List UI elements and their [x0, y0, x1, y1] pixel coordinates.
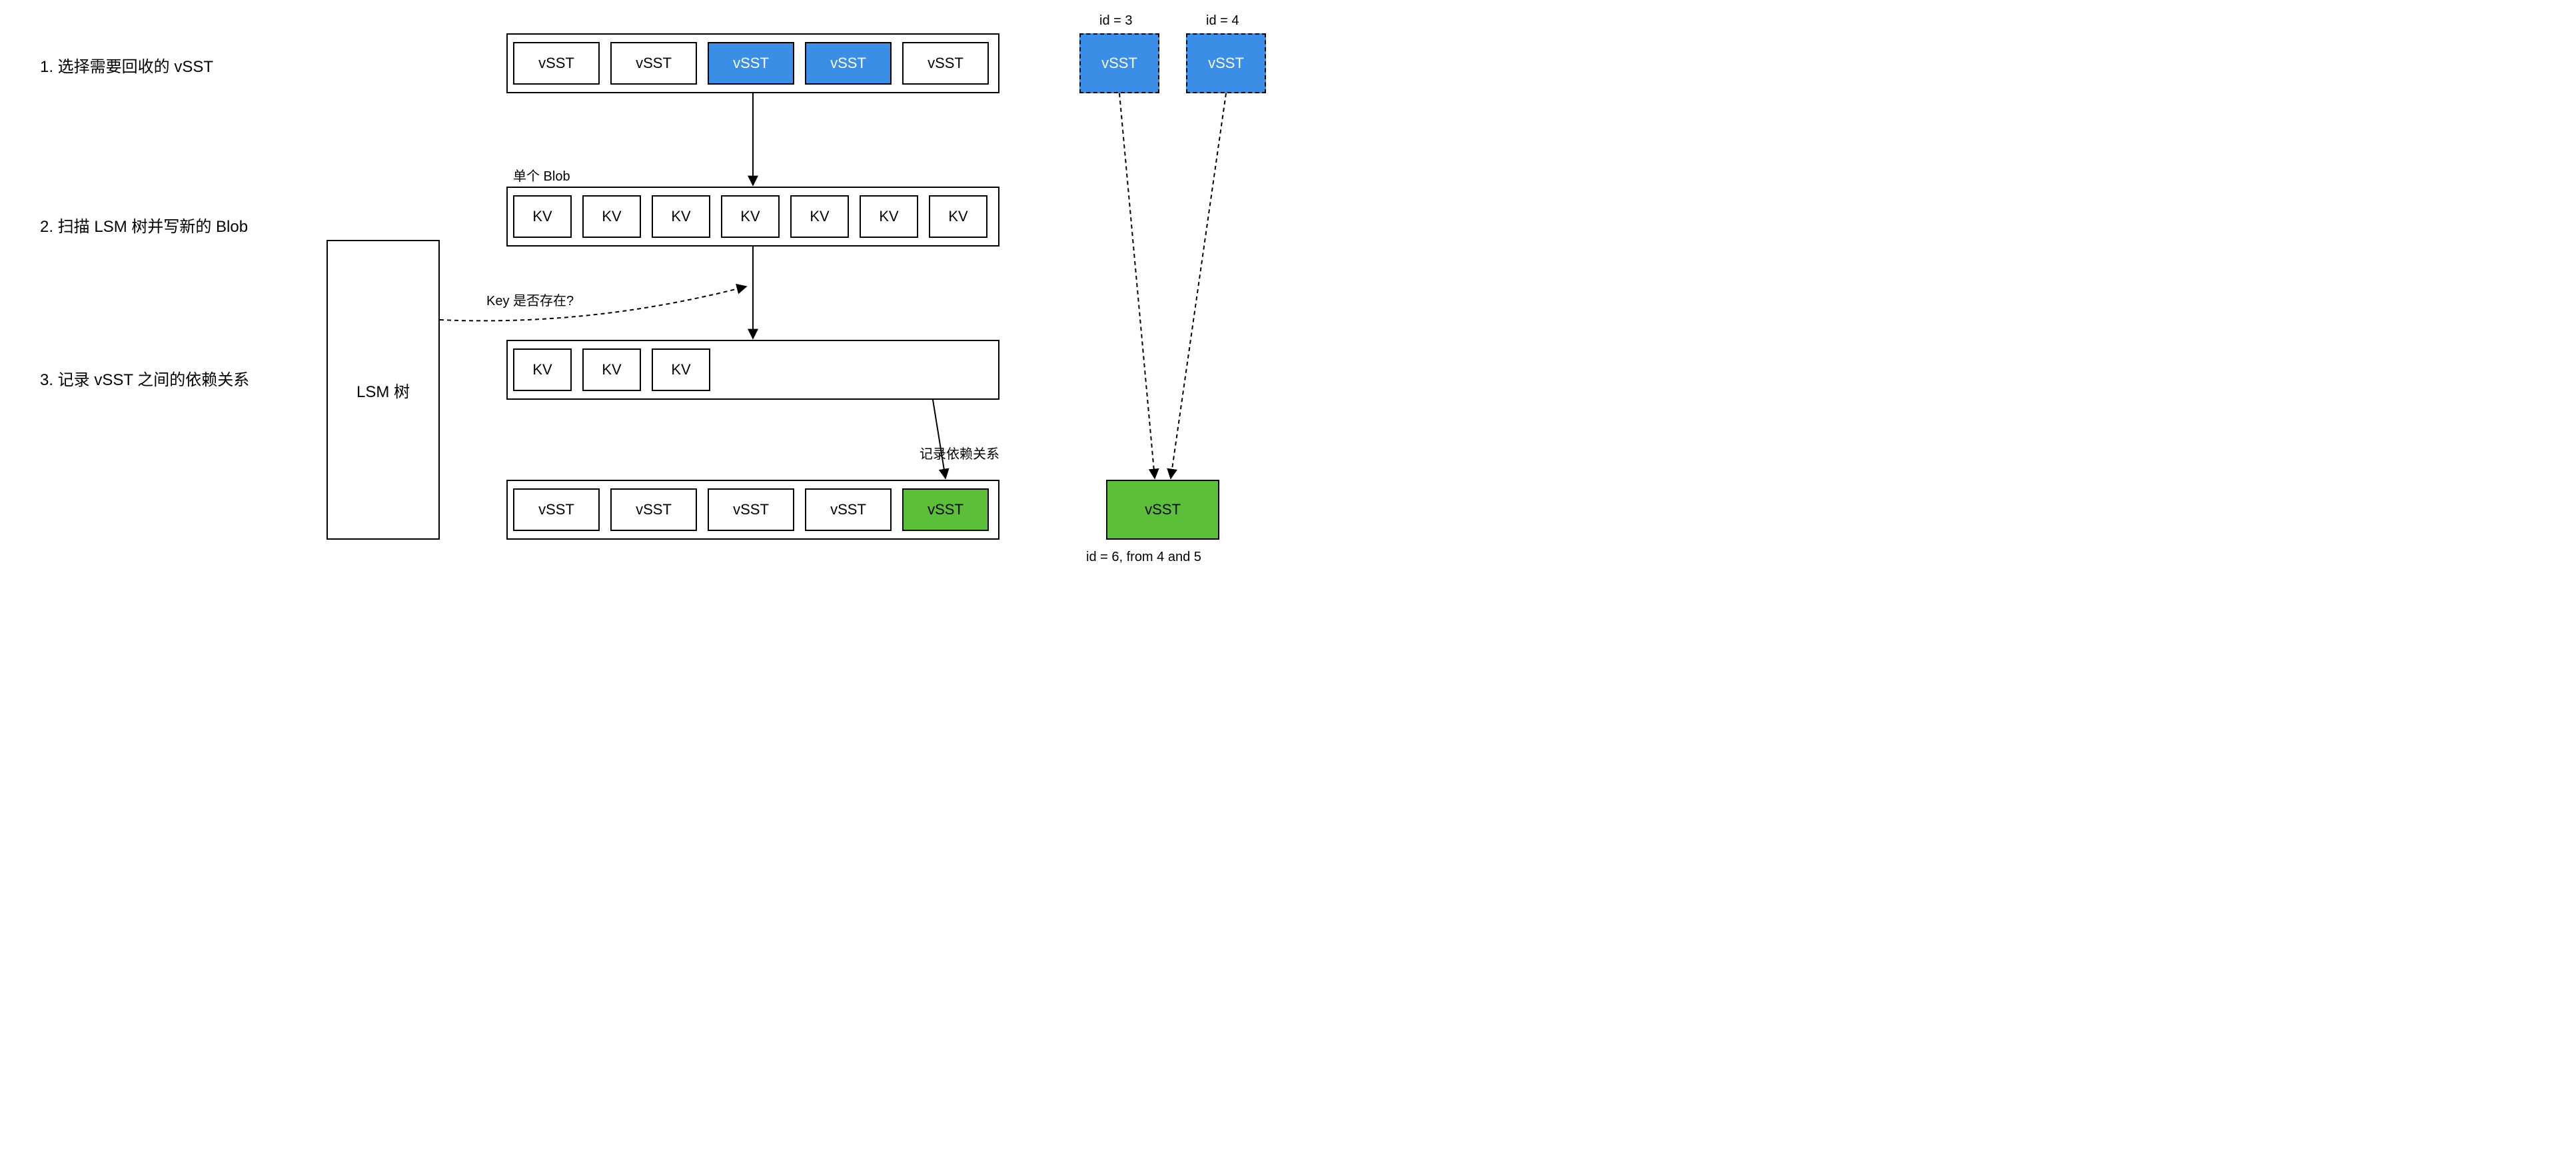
side-top-vsst: vSST [1079, 33, 1159, 93]
row2-kv: KV [652, 195, 710, 238]
row3-kv: KV [513, 348, 572, 391]
row1-vsst: vSST [513, 42, 600, 85]
side-bottom-vsst: vSST [1106, 480, 1219, 540]
lsm-tree: LSM 树 [326, 240, 440, 540]
row3-container [506, 340, 999, 400]
row4-vsst: vSST [513, 488, 600, 531]
step-2-label: 2. 扫描 LSM 树并写新的 Blob [40, 213, 248, 237]
row2-kv: KV [582, 195, 641, 238]
key-question-label: Key 是否存在? [486, 290, 574, 309]
row4-vsst: vSST [902, 488, 989, 531]
blob-label: 单个 Blob [513, 165, 570, 185]
row1-vsst: vSST [805, 42, 892, 85]
side-bottom-caption: id = 6, from 4 and 5 [1086, 550, 1201, 565]
side-top-vsst: vSST [1186, 33, 1266, 93]
row1-vsst: vSST [708, 42, 794, 85]
row1-vsst: vSST [902, 42, 989, 85]
row4-vsst: vSST [708, 488, 794, 531]
row2-kv: KV [929, 195, 987, 238]
row2-kv: KV [790, 195, 849, 238]
row2-kv: KV [860, 195, 918, 238]
step-3-label: 3. 记录 vSST 之间的依赖关系 [40, 366, 249, 390]
row3-kv: KV [652, 348, 710, 391]
row1-vsst: vSST [610, 42, 697, 85]
row4-vsst: vSST [610, 488, 697, 531]
side-top-id: id = 4 [1206, 13, 1239, 29]
step-1-label: 1. 选择需要回收的 vSST [40, 53, 213, 77]
dependency-label: 记录依赖关系 [920, 443, 999, 462]
row3-kv: KV [582, 348, 641, 391]
row2-kv: KV [721, 195, 780, 238]
side-top-id: id = 3 [1099, 13, 1132, 29]
row2-kv: KV [513, 195, 572, 238]
row4-vsst: vSST [805, 488, 892, 531]
